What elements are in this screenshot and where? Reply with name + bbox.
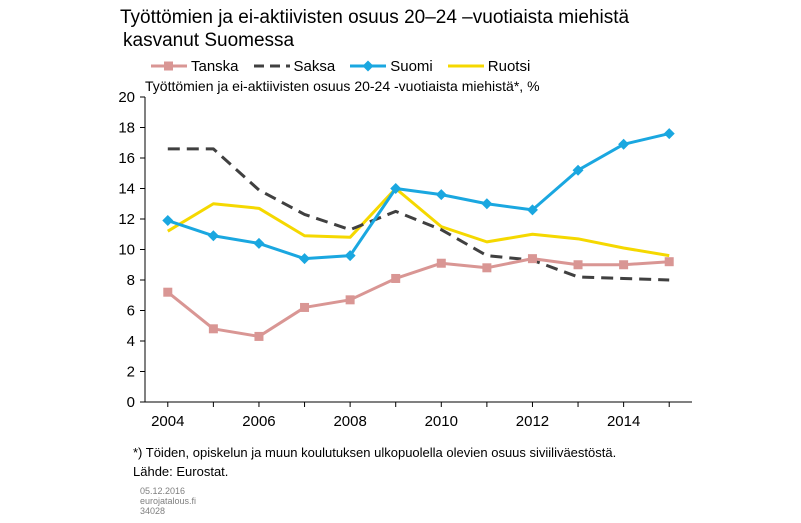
data-point-tanska bbox=[527, 254, 537, 264]
legend-swatch-saksa bbox=[253, 64, 290, 68]
legend: Tanska Saksa Suomi Ruotsi bbox=[150, 55, 544, 77]
data-point-tanska bbox=[436, 258, 446, 268]
y-tick-label: 10 bbox=[118, 242, 135, 259]
series-line-suomi bbox=[167, 132, 670, 261]
chart-title: Työttömien ja ei-aktiivisten osuus 20–24… bbox=[120, 6, 760, 52]
x-tick-label: 2008 bbox=[333, 413, 366, 430]
chart-title-line2: kasvanut Suomessa bbox=[123, 30, 295, 51]
data-point-suomi bbox=[481, 198, 493, 210]
data-point-suomi bbox=[299, 253, 311, 265]
data-point-suomi bbox=[435, 189, 447, 201]
data-point-suomi bbox=[663, 128, 675, 140]
y-tick-label: 2 bbox=[127, 364, 135, 381]
series-line-tanska bbox=[166, 257, 670, 338]
meta-site: eurojatalous.fi bbox=[140, 496, 197, 506]
data-point-tanska bbox=[163, 287, 173, 297]
chart-title-line1: Työttömien ja ei-aktiivisten osuus 20–24… bbox=[120, 7, 630, 28]
y-tick-label: 12 bbox=[118, 211, 135, 228]
meta-info: 05.12.2016 eurojatalous.fi 34028 bbox=[140, 486, 196, 516]
legend-swatch-ruotsi bbox=[447, 64, 484, 68]
y-tick-label: 18 bbox=[118, 120, 135, 137]
data-point-tanska bbox=[619, 260, 629, 270]
data-point-tanska bbox=[482, 263, 492, 273]
data-point-tanska bbox=[345, 295, 355, 305]
x-tick-label: 2006 bbox=[242, 413, 275, 430]
data-point-tanska bbox=[254, 331, 264, 341]
legend-label-suomi: Suomi bbox=[390, 57, 433, 75]
legend-swatch-tanska bbox=[151, 61, 187, 71]
footnote: *) Töiden, opiskelun ja muun koulutuksen… bbox=[133, 443, 616, 481]
data-point-tanska bbox=[391, 273, 401, 283]
meta-date: 05.12.2016 bbox=[140, 486, 186, 496]
legend-label-ruotsi: Ruotsi bbox=[487, 57, 531, 75]
series-line-saksa bbox=[167, 147, 670, 282]
footnote-text: *) Töiden, opiskelun ja muun koulutuksen… bbox=[133, 445, 617, 460]
legend-item-tanska: Tanska bbox=[150, 58, 239, 75]
data-point-suomi bbox=[526, 204, 538, 216]
y-tick-label: 20 bbox=[118, 89, 135, 106]
x-tick-label: 2012 bbox=[516, 413, 549, 430]
data-point-suomi bbox=[344, 250, 356, 262]
x-tick-label: 2010 bbox=[425, 413, 458, 430]
data-point-suomi bbox=[207, 230, 219, 242]
y-tick-label: 8 bbox=[127, 272, 135, 289]
series-line-ruotsi bbox=[167, 187, 670, 258]
y-tick-label: 16 bbox=[118, 150, 135, 167]
y-tick-label: 6 bbox=[127, 303, 135, 320]
data-point-tanska bbox=[664, 257, 674, 267]
data-point-suomi bbox=[618, 138, 630, 150]
legend-label-tanska: Tanska bbox=[191, 57, 239, 75]
y-tick-label: 0 bbox=[127, 394, 135, 411]
data-point-tanska bbox=[208, 324, 218, 334]
data-point-tanska bbox=[573, 260, 583, 270]
legend-item-suomi: Suomi bbox=[349, 58, 433, 75]
data-point-suomi bbox=[572, 164, 584, 176]
y-tick-label: 4 bbox=[127, 333, 135, 350]
legend-label-saksa: Saksa bbox=[293, 57, 336, 75]
source-text: Lähde: Eurostat. bbox=[133, 464, 229, 479]
data-point-suomi bbox=[253, 237, 265, 249]
data-point-suomi bbox=[162, 215, 174, 227]
x-tick-label: 2004 bbox=[151, 413, 184, 430]
chart-subtitle: Työttömien ja ei-aktiivisten osuus 20-24… bbox=[145, 78, 540, 94]
legend-item-saksa: Saksa bbox=[253, 57, 336, 75]
x-tick-label: 2014 bbox=[607, 413, 640, 430]
meta-id: 34028 bbox=[140, 506, 166, 516]
data-point-suomi bbox=[390, 183, 402, 194]
legend-item-ruotsi: Ruotsi bbox=[447, 57, 531, 75]
legend-swatch-suomi bbox=[350, 60, 387, 72]
y-tick-label: 14 bbox=[118, 181, 135, 198]
data-point-tanska bbox=[300, 302, 310, 312]
